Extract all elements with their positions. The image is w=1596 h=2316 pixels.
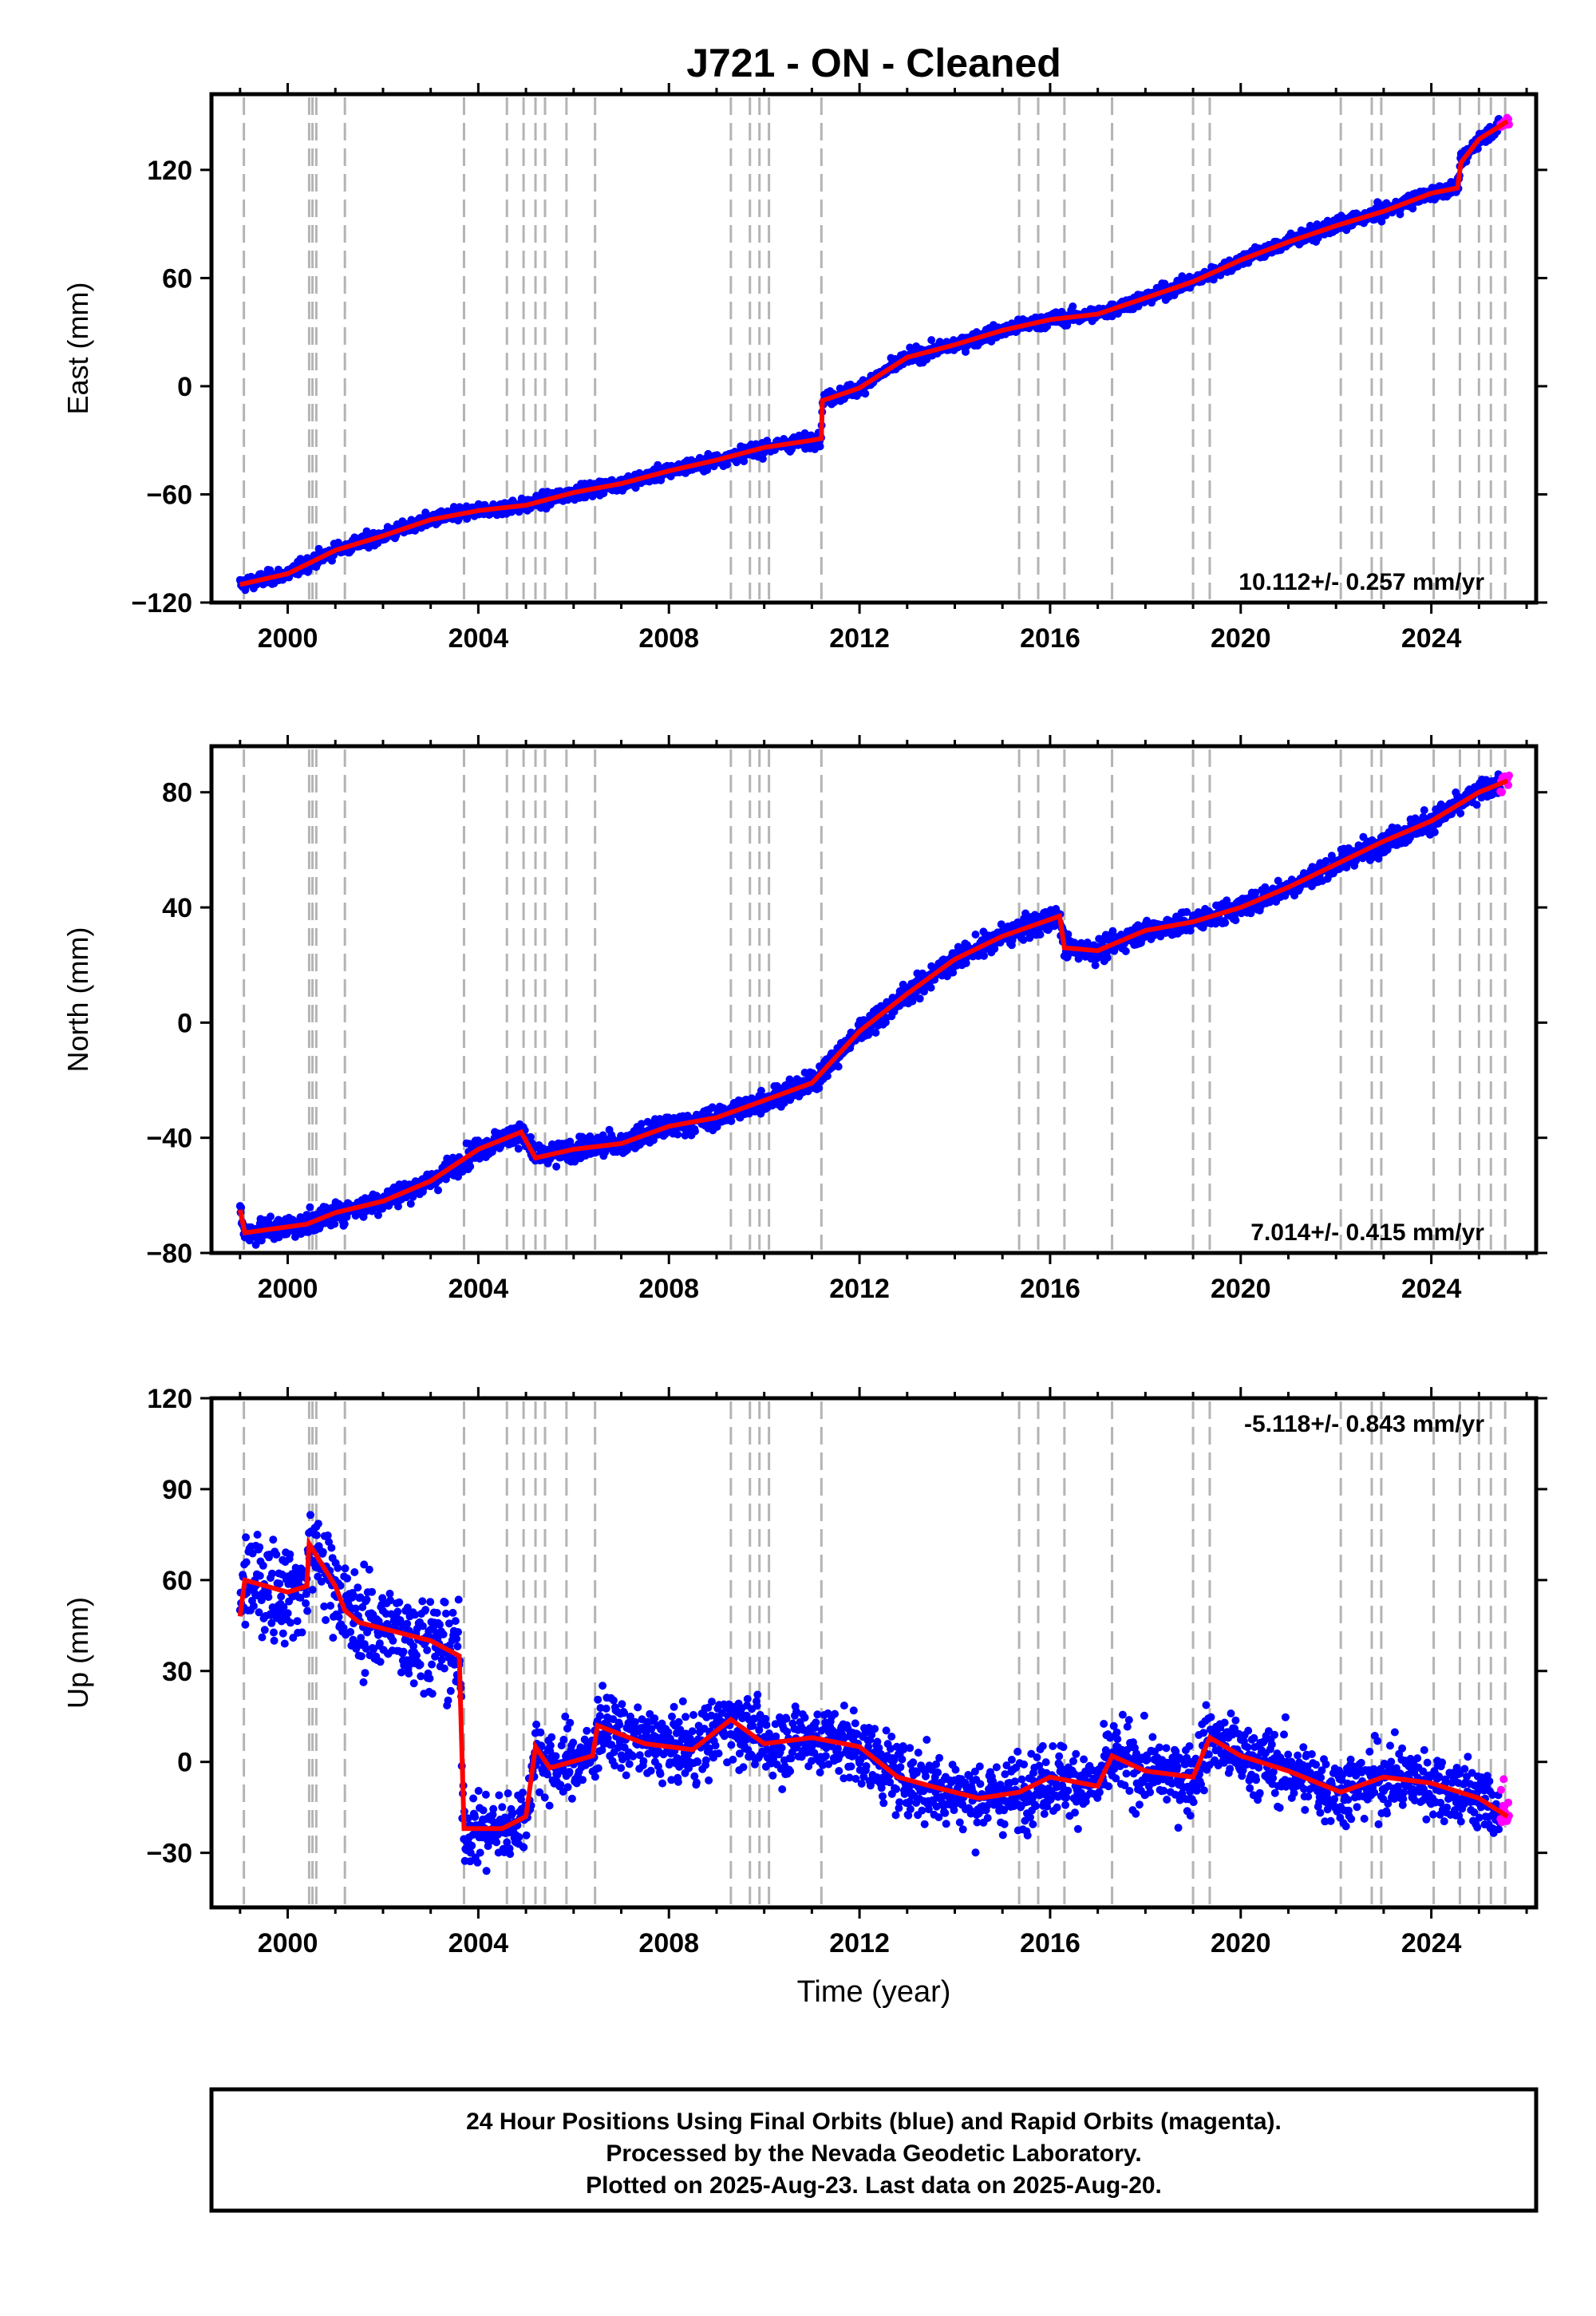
east-panel: −120 −60 0 60 120 2000 2004 2008 2012 2016 2020 202… xyxy=(61,83,1547,654)
up-x-axis-label: Time (year) xyxy=(797,1975,951,2009)
y-tick-label: 0 xyxy=(177,1748,192,1778)
y-tick-label: −120 xyxy=(131,588,192,619)
x-tick-label: 2012 xyxy=(829,623,890,654)
x-tick-label: 2012 xyxy=(829,1274,890,1304)
x-tick-label: 2004 xyxy=(448,1928,509,1958)
north-frame xyxy=(209,744,1539,1255)
x-tick-label: 2008 xyxy=(638,1928,699,1958)
y-tick-label: 60 xyxy=(162,263,192,294)
north-model-line xyxy=(237,778,1509,1236)
footer-line-2: Processed by the Nevada Geodetic Laborat… xyxy=(606,2140,1141,2167)
up-final-points xyxy=(235,1511,1513,1875)
y-tick-label: −60 xyxy=(146,480,192,510)
north-final-dots xyxy=(235,770,1505,1249)
north-x-ticks: 2000 2004 2008 2012 2016 2020 2024 xyxy=(239,735,1528,1304)
north-final-points xyxy=(235,770,1513,1249)
y-tick-label: 120 xyxy=(147,156,192,186)
east-event-lines xyxy=(243,97,1507,599)
up-rate-label: -5.118+/- 0.843 mm/yr xyxy=(1244,1411,1484,1437)
x-tick-label: 2020 xyxy=(1211,1928,1271,1958)
up-model-line xyxy=(237,1535,1509,1832)
footer-line-3: Plotted on 2025-Aug-23. Last data on 202… xyxy=(586,2172,1162,2199)
x-tick-label: 2024 xyxy=(1401,1928,1462,1958)
y-tick-label: 30 xyxy=(162,1657,192,1687)
east-rate-label: 10.112+/- 0.257 mm/yr xyxy=(1238,569,1484,595)
x-tick-label: 2008 xyxy=(638,1274,699,1304)
up-event-lines xyxy=(243,1401,1507,1904)
up-final-dots xyxy=(235,1511,1505,1875)
north-y-ticks: −80 −40 0 40 80 xyxy=(146,778,1547,1269)
x-tick-label: 2000 xyxy=(258,1274,318,1304)
east-x-ticks: 2000 2004 2008 2012 2016 2020 2024 xyxy=(239,83,1528,654)
up-panel: −30 0 30 60 90 120 2000 2004 2008 2012 2016 2020 202… xyxy=(61,1384,1547,2009)
x-tick-label: 2004 xyxy=(448,623,509,654)
x-tick-label: 2016 xyxy=(1020,623,1080,654)
east-frame xyxy=(209,92,1539,605)
x-tick-label: 2024 xyxy=(1401,1274,1462,1304)
chart-title: J721 - ON - Cleaned xyxy=(686,41,1061,85)
x-tick-label: 2020 xyxy=(1211,623,1271,654)
y-tick-label: 40 xyxy=(162,893,192,923)
east-final-dots xyxy=(235,115,1505,595)
x-tick-label: 2004 xyxy=(448,1274,509,1304)
x-tick-label: 2000 xyxy=(258,623,318,654)
x-tick-label: 2012 xyxy=(829,1928,890,1958)
x-tick-label: 2024 xyxy=(1401,623,1462,654)
y-tick-label: 0 xyxy=(177,372,192,402)
up-y-axis-label: Up (mm) xyxy=(61,1597,94,1709)
y-tick-label: −40 xyxy=(146,1124,192,1154)
y-tick-label: 60 xyxy=(162,1566,192,1596)
up-frame xyxy=(209,1396,1539,1910)
y-tick-label: 120 xyxy=(147,1384,192,1414)
footer-box: 24 Hour Positions Using Final Orbits (bl… xyxy=(209,2087,1539,2213)
x-tick-label: 2008 xyxy=(638,623,699,654)
up-x-ticks: 2000 2004 2008 2012 2016 2020 2024 xyxy=(239,1387,1528,1958)
x-tick-label: 2020 xyxy=(1211,1274,1271,1304)
north-rate-label: 7.014+/- 0.415 mm/yr xyxy=(1250,1219,1484,1246)
x-tick-label: 2016 xyxy=(1020,1274,1080,1304)
footer-line-1: 24 Hour Positions Using Final Orbits (bl… xyxy=(466,2109,1282,2135)
y-tick-label: 90 xyxy=(162,1475,192,1505)
footer-frame xyxy=(209,2087,1539,2213)
east-y-axis-label: East (mm) xyxy=(61,283,94,415)
x-tick-label: 2016 xyxy=(1020,1928,1080,1958)
y-tick-label: 0 xyxy=(177,1008,192,1038)
east-model-line xyxy=(239,119,1509,587)
up-y-ticks: −30 0 30 60 90 120 xyxy=(146,1384,1547,1869)
north-y-axis-label: North (mm) xyxy=(61,927,94,1073)
y-tick-label: −80 xyxy=(146,1239,192,1269)
y-tick-label: −30 xyxy=(146,1839,192,1869)
x-tick-label: 2000 xyxy=(258,1928,318,1958)
y-tick-label: 80 xyxy=(162,778,192,808)
north-panel: −80 −40 0 40 80 2000 2004 2008 2012 2016 2020 2024 N… xyxy=(61,735,1547,1304)
east-y-ticks: −120 −60 0 60 120 xyxy=(131,156,1547,619)
